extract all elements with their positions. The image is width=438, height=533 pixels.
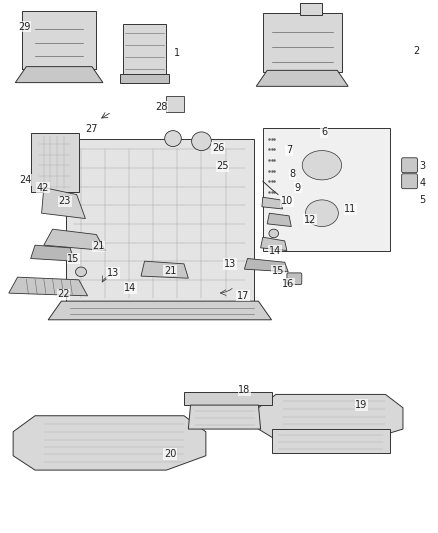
Polygon shape [44,229,105,251]
Polygon shape [48,301,272,320]
Text: 1: 1 [174,49,180,58]
Text: 29: 29 [18,22,30,31]
Text: 3: 3 [420,161,426,171]
Ellipse shape [76,267,86,277]
Polygon shape [15,67,103,83]
Polygon shape [141,261,188,278]
Text: 20: 20 [164,449,176,459]
Polygon shape [22,11,96,69]
Ellipse shape [192,132,211,150]
Text: 10: 10 [281,197,293,206]
Text: 16: 16 [282,279,294,289]
Text: 9: 9 [295,183,301,192]
Polygon shape [120,74,169,83]
Text: 21: 21 [92,241,105,251]
Ellipse shape [165,131,181,147]
Polygon shape [300,3,322,15]
Text: 11: 11 [344,204,357,214]
Text: 7: 7 [286,146,292,155]
Text: 4: 4 [420,178,426,188]
Text: 22: 22 [57,289,70,299]
Polygon shape [123,24,166,75]
Text: 8: 8 [290,169,296,179]
Text: 42: 42 [37,183,49,192]
FancyBboxPatch shape [402,174,417,189]
Text: 13: 13 [107,268,119,278]
Text: 15: 15 [67,254,80,263]
FancyBboxPatch shape [402,158,417,173]
Text: 24: 24 [19,175,32,185]
Text: 13: 13 [224,259,236,269]
Text: 18: 18 [238,385,251,395]
Text: 23: 23 [59,197,71,206]
Ellipse shape [305,200,338,227]
Polygon shape [188,405,261,429]
Polygon shape [184,392,272,405]
FancyBboxPatch shape [287,273,302,285]
Polygon shape [263,13,342,72]
Polygon shape [66,139,254,304]
Polygon shape [31,133,79,192]
Text: 27: 27 [85,124,97,134]
Text: 14: 14 [124,283,137,293]
Text: 2: 2 [413,46,419,55]
Polygon shape [244,259,288,272]
Polygon shape [31,245,74,261]
Text: 21: 21 [164,266,176,276]
Polygon shape [256,70,348,86]
Text: 19: 19 [355,400,367,410]
Polygon shape [261,237,287,251]
Polygon shape [272,429,390,453]
Polygon shape [166,96,184,112]
Ellipse shape [269,229,279,238]
Text: 17: 17 [237,291,249,301]
Polygon shape [258,394,403,440]
Text: 5: 5 [420,195,426,205]
Polygon shape [42,188,85,219]
Text: 14: 14 [269,246,281,255]
Ellipse shape [302,150,342,180]
Polygon shape [267,213,291,227]
Text: 6: 6 [321,127,327,137]
Polygon shape [13,416,206,470]
Polygon shape [262,197,283,209]
Text: 26: 26 [212,143,224,153]
Polygon shape [263,128,390,251]
Text: 28: 28 [155,102,167,111]
Text: 25: 25 [216,161,229,171]
Text: 12: 12 [304,215,316,224]
Polygon shape [9,277,88,296]
Text: 15: 15 [272,266,284,276]
